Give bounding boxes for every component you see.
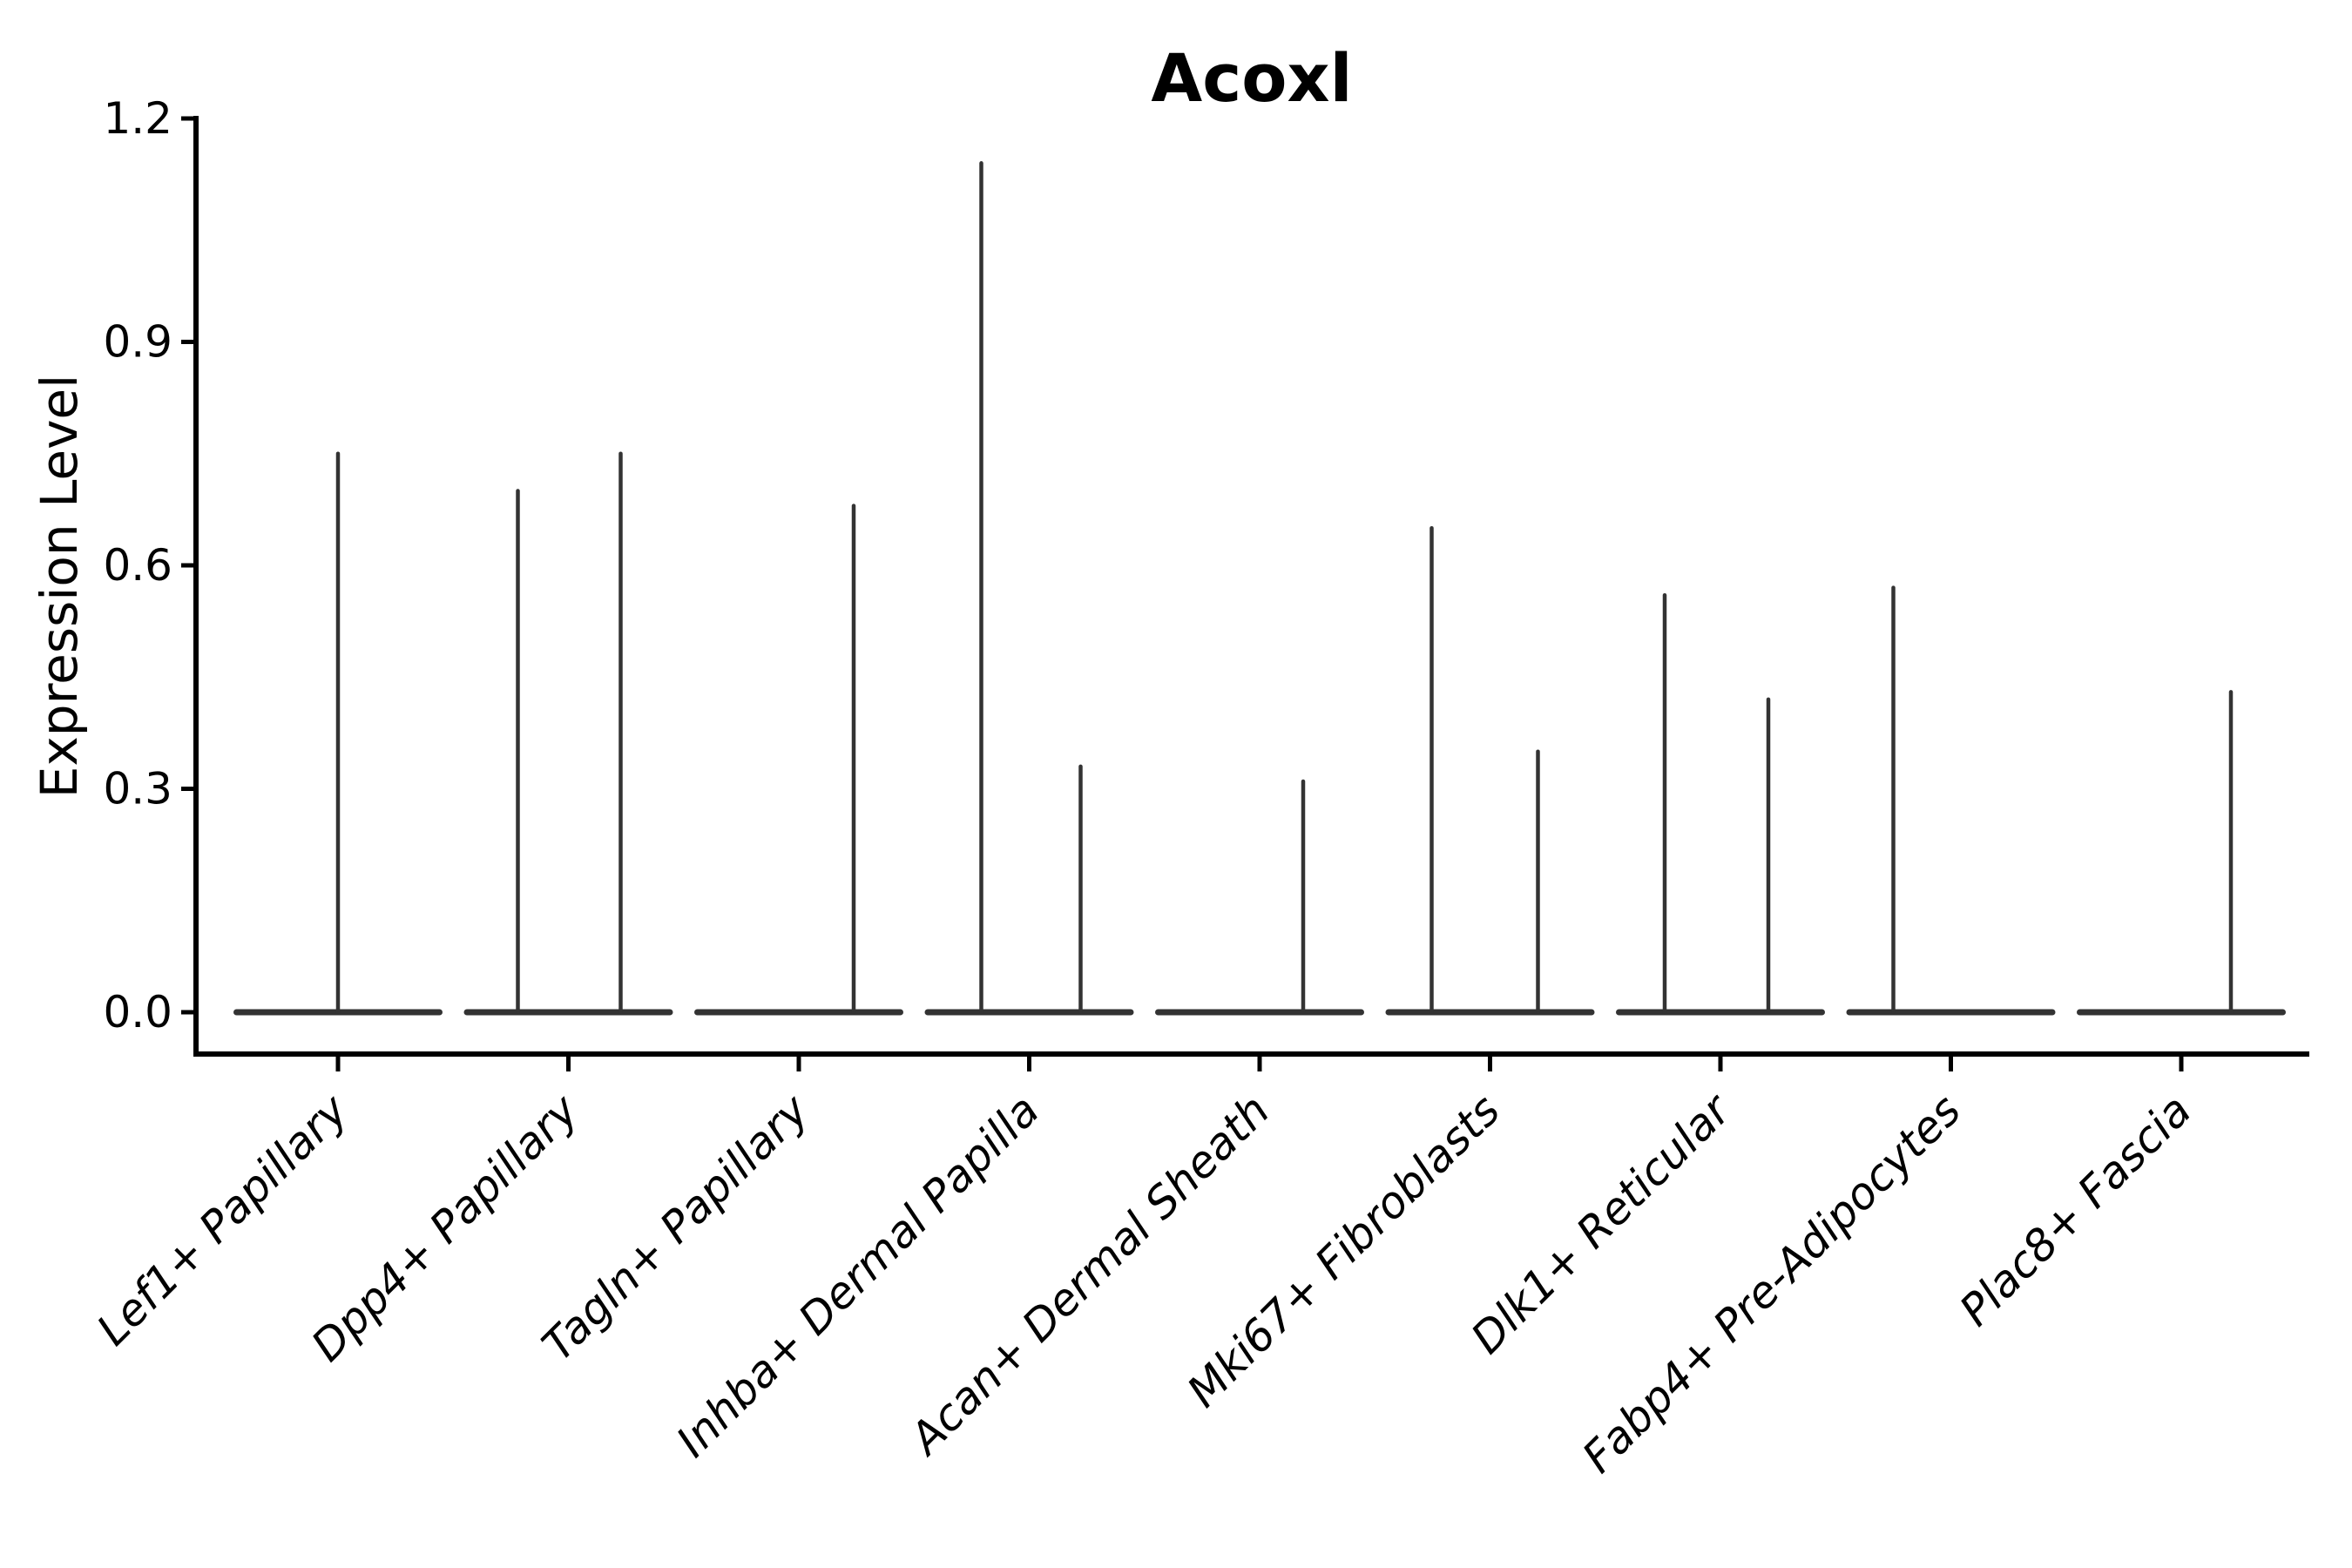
- violin-baseline: [463, 1009, 673, 1016]
- violin-baseline: [924, 1009, 1134, 1016]
- chart-title: Acoxl: [1151, 39, 1352, 117]
- violin-baseline: [1155, 1009, 1364, 1016]
- y-tick-label: 0.0: [103, 987, 172, 1037]
- violin-baseline: [1616, 1009, 1825, 1016]
- violin-series: [233, 161, 2286, 1016]
- y-tick-label: 0.3: [103, 764, 172, 814]
- violin-baseline: [2077, 1009, 2286, 1016]
- y-axis-ticks: 0.0 0.3 0.6 0.9 1.2: [103, 93, 196, 1037]
- axes: [193, 116, 2309, 1057]
- x-category-label: Inhba+ Dermal Papilla: [667, 1085, 1049, 1466]
- y-tick-label: 0.9: [103, 317, 172, 368]
- violin-baseline: [1846, 1009, 2056, 1016]
- x-category-label: Fabp4+ Pre-Adipocytes: [1572, 1085, 1970, 1483]
- y-tick-label: 0.6: [103, 540, 172, 591]
- violin-baseline: [694, 1009, 903, 1016]
- y-tick-label: 1.2: [103, 93, 172, 144]
- y-axis-label: Expression Level: [30, 375, 89, 798]
- violin-baseline: [1385, 1009, 1595, 1016]
- x-category-label: Plac8+ Fascia: [1950, 1085, 2201, 1335]
- x-category-label: Lef1+ Papillary: [87, 1084, 358, 1355]
